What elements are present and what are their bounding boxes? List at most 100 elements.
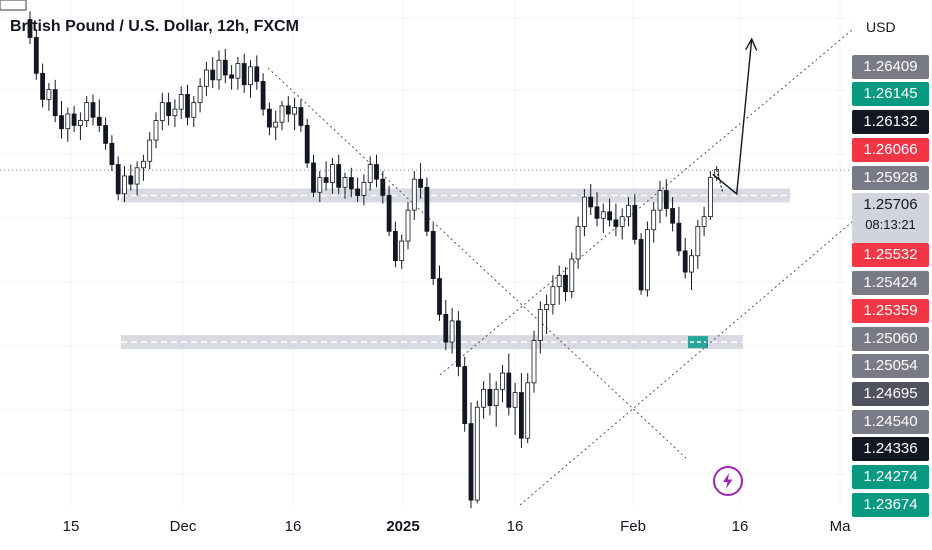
candle-body	[159, 102, 165, 121]
chart-title: British Pound / U.S. Dollar, 12h, FXCM	[10, 18, 299, 35]
candle-body	[197, 85, 203, 104]
candle-body	[418, 178, 424, 188]
candle-body	[676, 222, 682, 252]
price-label: 1.25060	[852, 327, 929, 351]
candle-body	[248, 66, 253, 86]
candle-body	[506, 372, 512, 408]
candle-body	[455, 320, 461, 367]
currency-label[interactable]: USD	[866, 19, 896, 35]
candle-body	[241, 63, 247, 86]
candle-body	[216, 59, 222, 81]
candle-body	[203, 69, 209, 87]
candle-body	[329, 164, 335, 183]
countdown-label: 08:13:21	[865, 217, 916, 232]
candle-body	[550, 286, 556, 306]
candle-body	[493, 388, 499, 407]
time-label: 2025	[386, 518, 420, 535]
candle-body	[260, 81, 266, 110]
candle-body	[367, 164, 373, 183]
candle-body	[147, 139, 153, 162]
candle-body	[374, 164, 379, 180]
candle-body	[468, 423, 474, 501]
candle-body	[437, 278, 442, 315]
time-label: Feb	[620, 518, 646, 535]
candle-body	[65, 113, 71, 130]
candle-body	[128, 175, 134, 185]
corner-marker	[0, 0, 27, 11]
candle-body	[682, 250, 688, 273]
candle-body	[311, 162, 316, 193]
candle-body	[537, 309, 543, 341]
candle-body	[607, 211, 612, 221]
price-label: 1.25928	[852, 166, 929, 190]
candle-body	[342, 177, 348, 188]
projection-arrow	[712, 39, 753, 196]
price-label: 1.26145	[852, 82, 929, 106]
candle-body	[569, 258, 575, 292]
candle-body	[645, 229, 650, 291]
candle-body	[531, 340, 537, 384]
candle-body	[481, 388, 487, 408]
candle-body	[500, 372, 505, 390]
time-label: 16	[284, 518, 302, 535]
price-label: 1.25054	[852, 354, 929, 378]
candle-body	[588, 196, 594, 208]
candle-body	[84, 102, 90, 121]
price-label: 1.24695	[852, 382, 929, 406]
price-label: 1.26409	[852, 55, 929, 79]
candle-body	[657, 190, 663, 211]
candle-body	[487, 388, 493, 407]
candle-body	[323, 177, 329, 183]
candle-body	[285, 105, 291, 115]
candle-body	[556, 274, 562, 288]
price-label: 1.25706	[852, 193, 929, 243]
candle-body	[525, 382, 531, 439]
price-label: 1.24274	[852, 465, 929, 489]
candle-body	[185, 94, 190, 118]
candle-body	[443, 314, 449, 343]
candle-body	[122, 175, 127, 195]
candle-body	[512, 392, 518, 408]
candle-body	[40, 72, 45, 100]
candle-body	[613, 219, 619, 227]
candle-body	[619, 216, 625, 227]
candle-body	[254, 66, 260, 82]
candle-body	[695, 226, 701, 257]
candle-body	[392, 230, 398, 262]
candle-body	[229, 74, 235, 79]
candle-body	[266, 108, 272, 128]
candle-body	[575, 226, 581, 260]
candle-body	[298, 107, 304, 126]
candle-body	[355, 188, 361, 196]
candle-body	[405, 209, 411, 242]
time-label: 16	[731, 518, 749, 535]
candle-body	[153, 120, 159, 141]
candle-body	[27, 19, 33, 38]
candle-body	[386, 195, 392, 232]
candle-body	[563, 274, 568, 292]
price-label: 1.25424	[852, 271, 929, 295]
candle-body	[689, 255, 694, 273]
candle-body	[191, 102, 197, 118]
candle-body	[140, 160, 146, 169]
candle-body	[449, 320, 455, 343]
candle-body	[279, 105, 285, 123]
candle-body	[172, 108, 178, 117]
time-label: 15	[62, 518, 80, 535]
candle-body	[594, 206, 600, 219]
candle-body	[46, 89, 52, 100]
candle-body	[411, 178, 417, 211]
candle-body	[399, 240, 405, 262]
candle-body	[632, 204, 638, 240]
candle-body	[317, 177, 323, 193]
flash-icon[interactable]	[713, 466, 743, 496]
candle-body	[115, 164, 121, 195]
price-label: 1.25359	[852, 299, 929, 323]
candle-body	[103, 125, 108, 144]
price-label: 1.24336	[852, 437, 929, 461]
candle-body	[235, 63, 241, 79]
price-label: 1.26132	[852, 110, 929, 134]
projection-arrowhead	[745, 37, 758, 51]
